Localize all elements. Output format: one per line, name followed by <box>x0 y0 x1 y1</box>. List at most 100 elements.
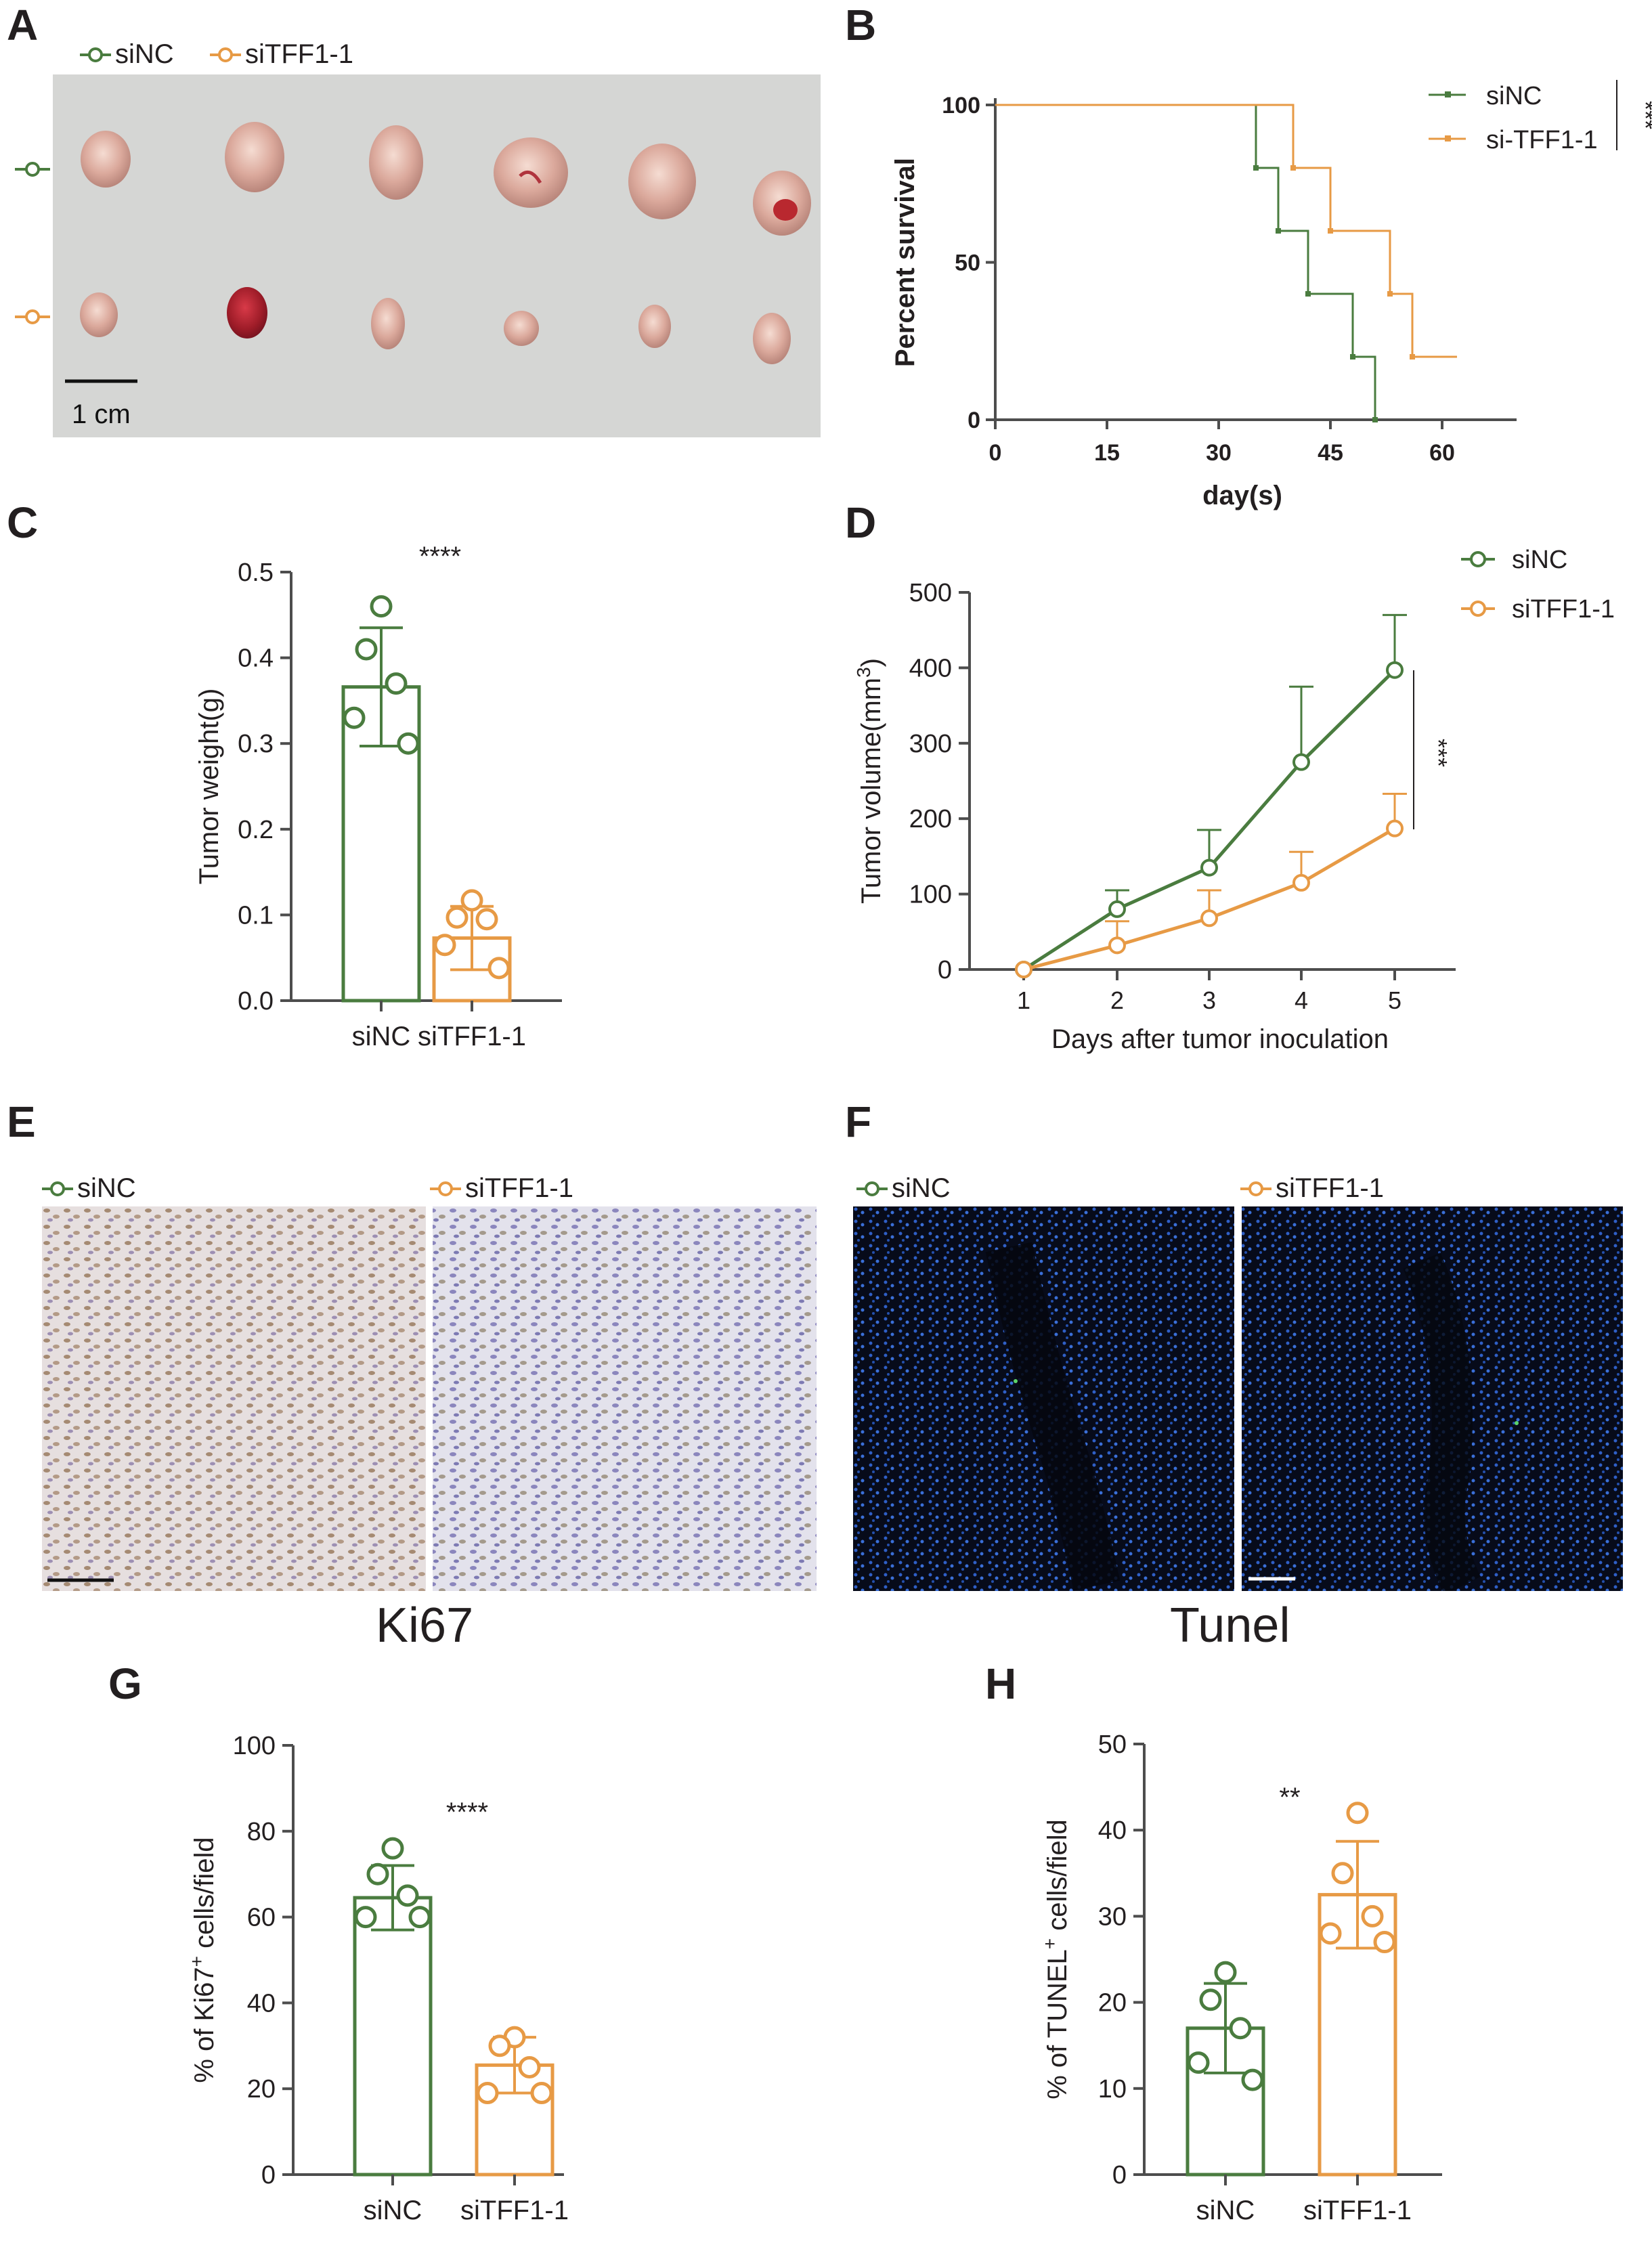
y-axis-title-main: % of TUNEL <box>1043 1949 1072 2099</box>
green-circle-marker-icon <box>856 1181 888 1196</box>
ki67-ihc-image <box>42 1206 817 1591</box>
censor-mark <box>1305 291 1311 297</box>
survival-curve-1 <box>995 104 1457 358</box>
y-axis-title-sup: + <box>1039 1938 1060 1949</box>
y-tick-label: 0.1 <box>238 901 274 930</box>
censor-mark <box>1387 291 1393 297</box>
censor-mark <box>1290 165 1296 171</box>
y-tick-label: 100 <box>233 1732 276 1760</box>
y-tick-label: 30 <box>1098 1902 1127 1931</box>
data-point <box>397 732 420 755</box>
data-point <box>476 2082 499 2105</box>
data-point <box>1241 2068 1264 2091</box>
y-tick-label: 400 <box>909 654 952 682</box>
y-axis-title-rest: cells/field <box>190 1837 219 1956</box>
data-point <box>366 1862 389 1886</box>
x-tick-label: 0 <box>989 440 1002 466</box>
y-axis-title: Tumor volume(mm3) <box>853 658 887 904</box>
legend-label: siNC <box>1486 82 1542 110</box>
panel-e-legend-sitff-label: siTFF1-1 <box>465 1173 573 1203</box>
data-point <box>1200 909 1218 928</box>
panel-a-legend-sitff: siTFF1-1 <box>210 39 353 70</box>
legend-marker <box>1470 601 1486 617</box>
x-tick-label: 5 <box>1388 986 1401 1014</box>
data-point <box>1214 1961 1237 1984</box>
data-point <box>385 672 408 695</box>
x-tick-label: siNC <box>352 1022 411 1051</box>
row-marker-sinc-icon <box>15 162 50 177</box>
legend-label: siTFF1-1 <box>1512 595 1615 624</box>
x-axis-title: Days after tumor inoculation <box>1051 1024 1389 1054</box>
tumor-volume-chart: 0 100 200 300 400 500 1 2 3 4 5 Days after tumor in… <box>853 546 1615 1054</box>
panel-a-legend-sitff-label: siTFF1-1 <box>245 39 353 69</box>
panel-letter-e: E <box>7 1097 36 1146</box>
panel-letter-b: B <box>845 1 877 49</box>
data-point <box>381 1837 404 1860</box>
data-point <box>488 2034 511 2057</box>
data-point <box>1346 1802 1369 1825</box>
x-tick-label: siNC <box>1196 2196 1255 2225</box>
x-tick-label: 30 <box>1206 440 1232 466</box>
significance-label: **** <box>419 542 461 571</box>
green-circle-marker-icon <box>42 1181 73 1196</box>
panel-letter-a: A <box>7 1 39 49</box>
panel-e-legend-sitff: siTFF1-1 <box>430 1173 573 1204</box>
data-point <box>460 889 483 912</box>
data-point <box>530 2082 553 2105</box>
legend-label: si-TFF1-1 <box>1486 126 1598 154</box>
scale-bar-label: 1 cm <box>72 399 131 429</box>
y-axis-title-rest: cells/field <box>1043 1819 1072 1938</box>
y-tick-label: 0 <box>1112 2161 1127 2189</box>
y-tick-label: 0.2 <box>238 816 274 844</box>
ki67-caption: Ki67 <box>376 1598 474 1653</box>
data-point <box>1199 1988 1222 2011</box>
significance-label: *** <box>1425 739 1452 767</box>
tumor-photo: 1 cm <box>53 74 821 437</box>
censor-mark <box>1328 228 1333 234</box>
y-tick-label: 40 <box>1098 1816 1127 1845</box>
data-point <box>487 957 510 980</box>
orange-circle-marker-icon <box>430 1181 461 1196</box>
censor-mark <box>1372 417 1378 422</box>
data-point <box>1319 1922 1342 1945</box>
y-tick-label: 500 <box>909 579 952 607</box>
data-point <box>445 906 469 929</box>
y-tick-label: 0 <box>261 2161 276 2189</box>
panel-a-legend-sinc-label: siNC <box>115 39 174 69</box>
data-point <box>1373 1931 1396 1954</box>
data-point <box>396 1884 419 1907</box>
panel-a-legend-sinc: siNC <box>80 39 174 70</box>
y-axis-title: % of Ki67+ cells/field <box>186 1837 220 2083</box>
significance-label: *** <box>1632 101 1652 129</box>
tunel-fluorescence-image <box>853 1206 1623 1591</box>
y-tick-label: 0.4 <box>238 645 274 673</box>
tumor-weight-chart: 0.0 0.1 0.2 0.3 0.4 0.5 Tumor weight(g) siNC siT… <box>194 542 562 1051</box>
data-point <box>1386 819 1404 837</box>
data-point <box>354 1906 377 1929</box>
y-axis-title-main: Tumor volume(mm <box>856 678 886 904</box>
x-tick-label: 3 <box>1202 986 1216 1014</box>
y-tick-label: 50 <box>1098 1730 1127 1759</box>
data-point <box>1361 1904 1384 1927</box>
data-point <box>1386 661 1404 679</box>
data-point <box>1292 873 1310 892</box>
survival-chart: 0 15 30 45 60 0 50 100 day(s) Percent survival siN… <box>890 80 1652 510</box>
panel-e-legend-sinc: siNC <box>42 1173 136 1204</box>
significance-label: **** <box>446 1797 488 1827</box>
data-point <box>518 2056 541 2078</box>
y-tick-label: 40 <box>247 1989 276 2018</box>
x-tick-label: siNC <box>364 2196 422 2225</box>
data-point <box>1200 858 1218 877</box>
censor-mark <box>1276 228 1281 234</box>
legend-marker <box>1470 551 1486 567</box>
y-axis-title: Tumor weight(g) <box>194 689 224 885</box>
x-tick-label: siTFF1-1 <box>460 2196 569 2225</box>
censor-mark <box>1410 354 1415 359</box>
ki67-bar-chart: 0 20 40 60 80 100 % of Ki67+ cells/field siNC si… <box>186 1732 569 2225</box>
x-tick-label: 45 <box>1318 440 1343 466</box>
data-point <box>1015 961 1032 978</box>
data-point <box>343 706 366 729</box>
data-point <box>1108 936 1126 955</box>
y-axis-title-main: % of Ki67 <box>190 1967 219 2083</box>
orange-circle-marker-icon <box>210 47 241 62</box>
